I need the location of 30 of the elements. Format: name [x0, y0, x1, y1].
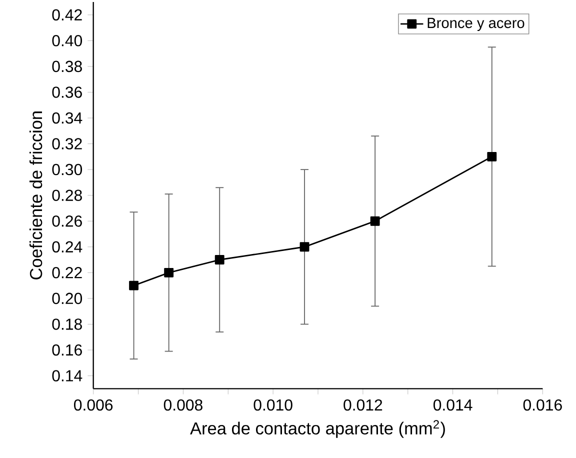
x-tick-label: 0.012 [344, 399, 382, 411]
y-tick-label: 0.36 [52, 86, 82, 98]
x-tick-label: 0.016 [523, 399, 562, 411]
point [487, 152, 497, 162]
x-tick-label: 0.014 [433, 399, 472, 411]
x-axis-title: Area de contacto aparente (mm$^{2}$) [190, 420, 445, 438]
legend-label: Bronce y acero [428, 18, 524, 31]
point [129, 280, 138, 290]
x-tick-label: 0.008 [164, 399, 202, 411]
point [164, 268, 174, 278]
x-tick-label: 0.010 [254, 399, 292, 411]
y-tick-label: 0.28 [52, 190, 82, 201]
y-tick-label: 0.40 [52, 35, 82, 46]
y-tick-label: 0.38 [52, 60, 82, 72]
y-tick-label: 0.32 [52, 138, 82, 150]
y-tick-label: 0.24 [52, 241, 82, 253]
y-tick-label: 0.42 [52, 9, 82, 21]
y-tick-label: 0.22 [52, 267, 82, 278]
y-tick-label: 0.30 [52, 164, 82, 176]
x-tick-label: 0.006 [74, 399, 113, 411]
point [370, 216, 380, 226]
y-axis-title: Coeficiente de friccion [29, 112, 42, 280]
y-tick-label: 0.18 [52, 318, 82, 330]
point [300, 242, 310, 252]
y-tick-label: 0.14 [52, 370, 82, 382]
y-tick-label: 0.26 [52, 215, 82, 227]
y-tick-label: 0.34 [52, 112, 82, 124]
y-tick-label: 0.16 [52, 344, 82, 356]
y-tick-label: 0.20 [52, 292, 82, 304]
point [214, 255, 224, 264]
